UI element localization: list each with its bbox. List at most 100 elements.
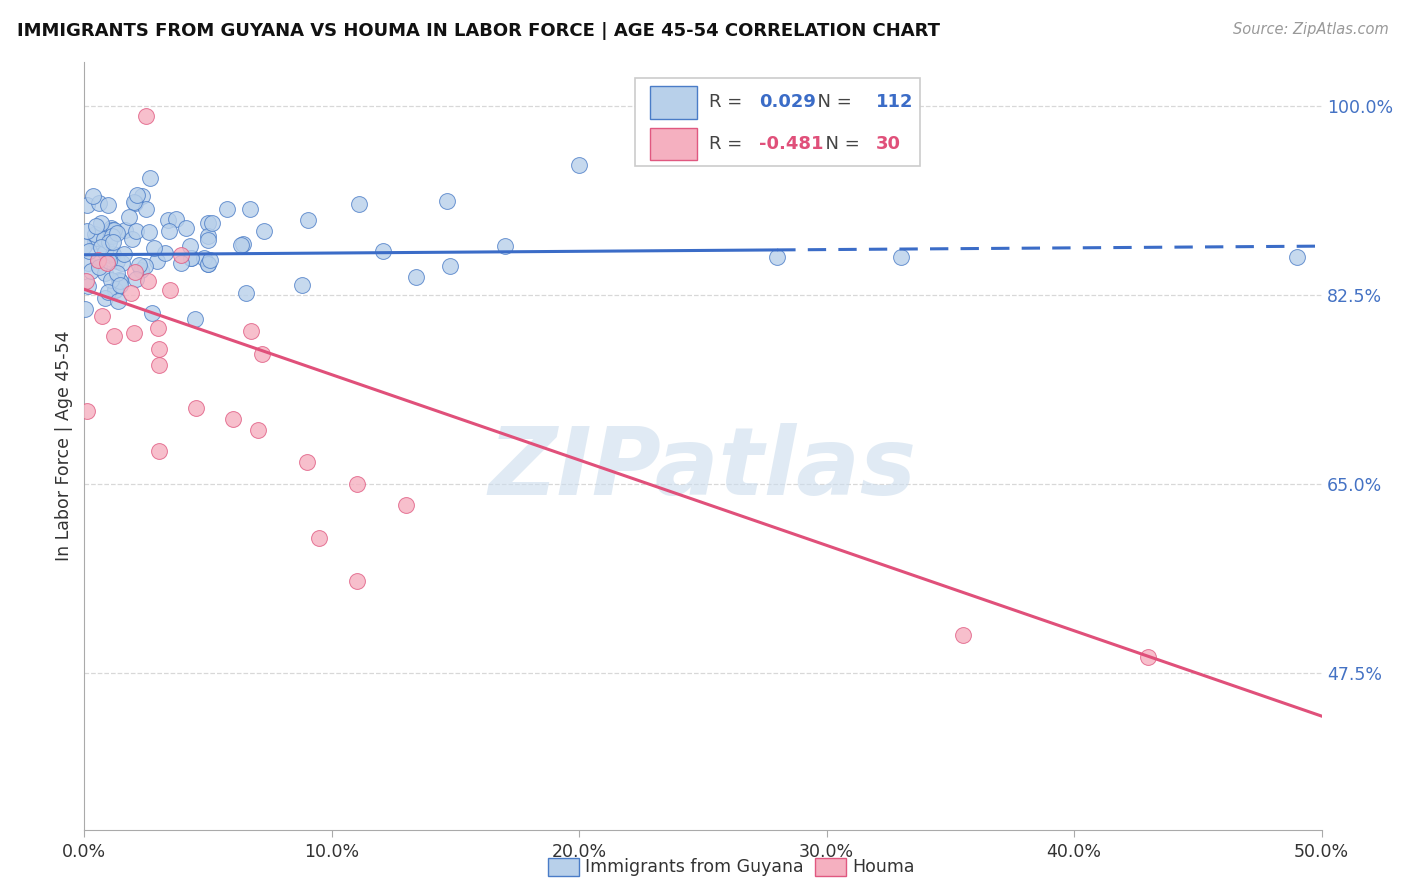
Text: N =: N =	[806, 94, 858, 112]
Text: 0.029: 0.029	[759, 94, 815, 112]
Point	[124, 272, 146, 286]
Point	[136, 274, 159, 288]
Point	[76, 224, 98, 238]
Point	[94, 244, 117, 259]
Point	[94, 241, 117, 255]
Point	[103, 247, 125, 261]
Point	[291, 277, 314, 292]
Point	[107, 293, 129, 308]
Point	[108, 275, 131, 289]
Point	[77, 244, 100, 258]
Point	[84, 219, 107, 234]
FancyBboxPatch shape	[636, 78, 920, 166]
Text: R =: R =	[709, 135, 748, 153]
Point	[494, 239, 516, 253]
Point	[124, 196, 146, 211]
Point	[114, 223, 136, 237]
Point	[110, 277, 132, 292]
Point	[141, 306, 163, 320]
Point	[184, 401, 207, 416]
Point	[197, 257, 219, 271]
Point	[76, 198, 98, 212]
Point	[229, 238, 252, 252]
Point	[240, 324, 263, 338]
Point	[405, 270, 427, 285]
Point	[84, 234, 107, 248]
Point	[157, 213, 180, 227]
Point	[89, 195, 111, 210]
Point	[124, 265, 146, 279]
Point	[169, 247, 191, 261]
Point	[197, 228, 219, 243]
Point	[148, 342, 170, 356]
Point	[371, 244, 394, 258]
Text: 112: 112	[876, 94, 914, 112]
Text: Immigrants from Guyana: Immigrants from Guyana	[585, 858, 803, 876]
Point	[155, 246, 177, 260]
Point	[93, 232, 115, 246]
Point	[97, 198, 120, 212]
Point	[131, 189, 153, 203]
Point	[253, 224, 276, 238]
Point	[105, 226, 128, 240]
Point	[232, 237, 254, 252]
Point	[174, 220, 197, 235]
Point	[120, 285, 142, 300]
Point	[215, 202, 238, 217]
Point	[165, 211, 187, 226]
Point	[100, 272, 122, 286]
Point	[1137, 649, 1160, 664]
Point	[395, 499, 418, 513]
FancyBboxPatch shape	[650, 128, 697, 160]
Point	[197, 233, 219, 247]
Point	[84, 231, 107, 245]
Point	[87, 253, 110, 268]
Point	[346, 574, 368, 588]
Point	[122, 194, 145, 209]
Text: ZIPatlas: ZIPatlas	[489, 423, 917, 515]
Point	[111, 255, 134, 269]
Point	[138, 171, 160, 186]
Point	[118, 211, 141, 225]
Point	[197, 215, 219, 229]
Text: Source: ZipAtlas.com: Source: ZipAtlas.com	[1233, 22, 1389, 37]
Point	[568, 158, 591, 172]
Point	[135, 110, 157, 124]
Point	[93, 266, 115, 280]
Point	[100, 220, 122, 235]
Point	[124, 224, 146, 238]
Point	[159, 284, 181, 298]
Point	[439, 259, 461, 273]
Point	[87, 260, 110, 274]
Point	[121, 232, 143, 246]
Point	[169, 256, 191, 270]
Point	[94, 291, 117, 305]
Point	[246, 423, 269, 437]
Point	[890, 250, 912, 264]
Point	[346, 476, 368, 491]
Point	[87, 254, 110, 268]
Text: N =: N =	[814, 135, 866, 153]
Point	[103, 329, 125, 343]
Text: 30: 30	[876, 135, 901, 153]
Point	[252, 347, 274, 361]
Point	[104, 283, 127, 297]
Point	[128, 259, 150, 273]
Point	[347, 196, 370, 211]
Point	[157, 224, 180, 238]
Point	[148, 321, 170, 335]
Point	[297, 212, 319, 227]
Point	[193, 251, 215, 265]
Point	[105, 254, 128, 268]
Point	[100, 228, 122, 243]
Point	[76, 278, 98, 293]
Point	[97, 285, 120, 299]
Point	[83, 227, 105, 241]
Point	[122, 326, 145, 340]
Point	[134, 260, 156, 274]
Point	[107, 266, 129, 280]
Point	[135, 202, 157, 217]
Point	[308, 531, 330, 545]
Point	[222, 412, 245, 426]
Text: -0.481: -0.481	[759, 135, 823, 153]
